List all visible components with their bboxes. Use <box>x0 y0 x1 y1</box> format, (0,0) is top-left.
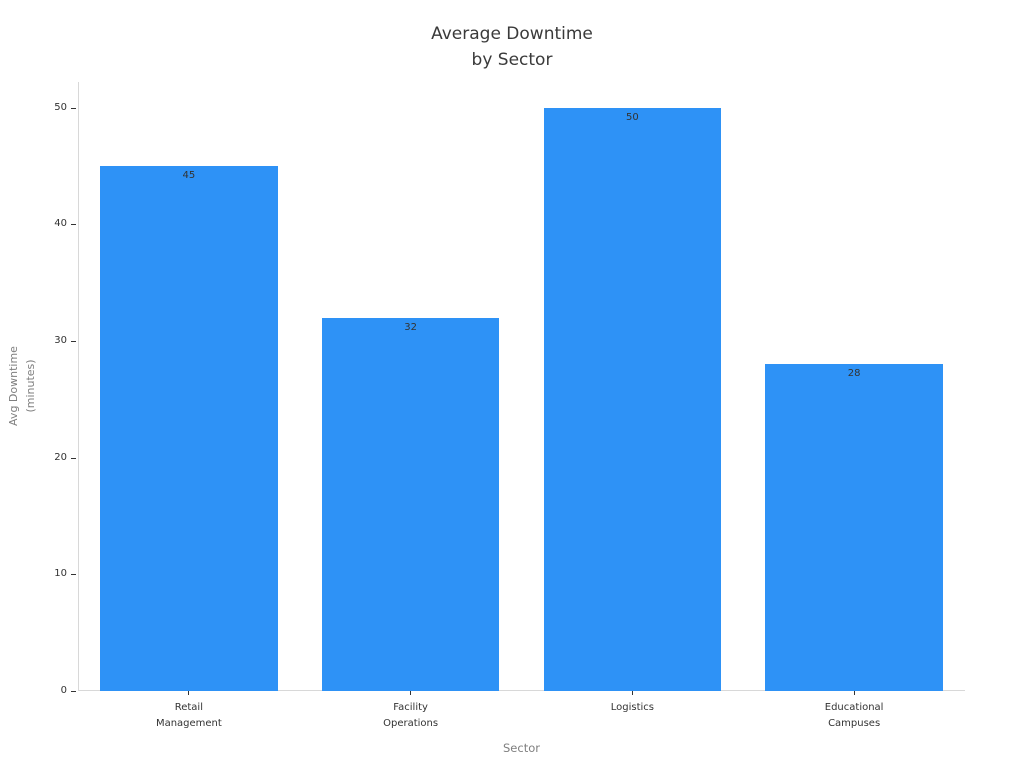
bar-value-label: 32 <box>404 321 417 333</box>
bar: 28 <box>765 364 943 691</box>
x-tick-label: Retail Management <box>155 702 222 729</box>
x-tick-label: Educational Campuses <box>824 702 884 729</box>
bar-value-label: 45 <box>182 170 196 181</box>
y-tick-mark <box>71 574 76 576</box>
bar: 50 <box>543 107 722 691</box>
y-tick-label: 40 <box>54 218 67 230</box>
y-tick-label: 0 <box>60 685 67 696</box>
x-tick-mark <box>853 691 855 695</box>
y-tick-mark <box>71 341 76 342</box>
y-tick-label: 30 <box>54 335 67 346</box>
x-tick-label: Facility Operations <box>383 702 439 729</box>
y-tick-label: 50 <box>54 101 67 113</box>
y-tick-label: 20 <box>54 451 67 463</box>
bar: 32 <box>321 317 500 691</box>
y-tick-mark <box>71 224 76 226</box>
chart-title: Average Downtime by Sector <box>431 24 593 70</box>
plot-area: 0 10 20 30 40 50 45 Retail Management 32 Facility… <box>54 82 965 729</box>
y-tick-mark <box>71 691 76 692</box>
x-tick-label: Logistics <box>610 702 654 713</box>
y-tick-label: 10 <box>54 568 67 580</box>
y-axis-label: Avg Downtime (minutes) <box>7 346 37 426</box>
x-axis-spine <box>78 690 965 691</box>
bar: 45 <box>100 166 278 691</box>
y-tick-mark <box>71 107 76 109</box>
y-axis-spine <box>78 82 79 691</box>
bar-value-label: 50 <box>626 111 639 123</box>
x-tick-mark <box>631 691 633 695</box>
x-tick-mark <box>410 691 412 695</box>
y-tick-mark <box>71 457 76 459</box>
x-tick-mark <box>188 691 190 695</box>
x-axis-label: Sector <box>503 741 540 755</box>
bar-value-label: 28 <box>847 368 861 380</box>
